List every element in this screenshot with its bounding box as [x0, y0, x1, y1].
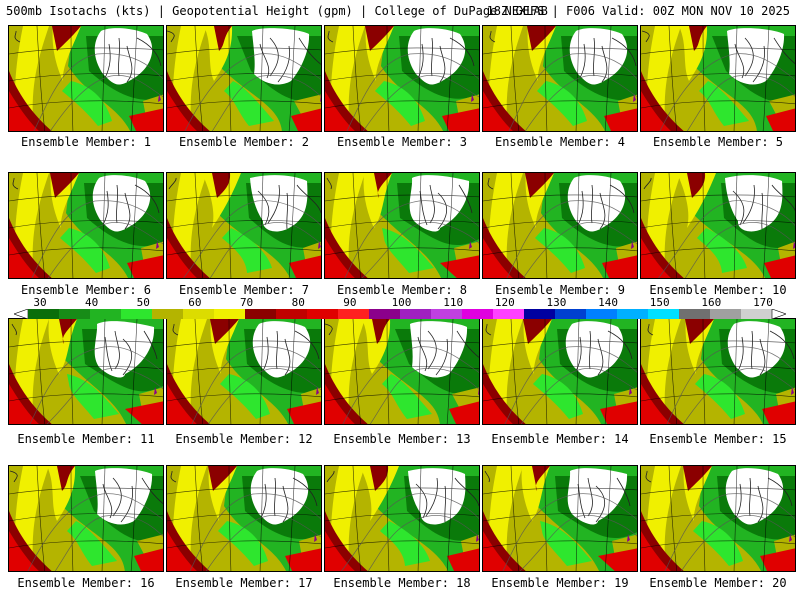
ensemble-member-map — [324, 172, 480, 279]
colorbar-swatch — [90, 309, 122, 319]
ensemble-member-label: Ensemble Member: 13 — [333, 432, 471, 446]
colorbar-swatch — [710, 309, 742, 319]
colorbar-swatch — [245, 309, 277, 319]
ensemble-member-map — [166, 172, 322, 279]
ensemble-member-label: Ensemble Member: 1 — [20, 135, 152, 149]
colorbar-swatch — [617, 309, 649, 319]
colorbar-swatch — [369, 309, 401, 319]
ensemble-member-label: Ensemble Member: 10 — [649, 283, 787, 297]
colorbar-tick-label: 110 — [443, 296, 464, 309]
colorbar-swatch — [741, 309, 773, 319]
colorbar-swatch — [493, 309, 525, 319]
ensemble-member-label: Ensemble Member: 9 — [494, 283, 626, 297]
ensemble-member-label: Ensemble Member: 8 — [336, 283, 468, 297]
ensemble-member-label: Ensemble Member: 14 — [491, 432, 629, 446]
colorbar-swatch — [307, 309, 339, 319]
ensemble-member-map — [324, 25, 480, 132]
wind-speed-colorbar — [14, 309, 786, 319]
ensemble-member-label: Ensemble Member: 16 — [17, 576, 155, 590]
colorbar-tick-label: 160 — [701, 296, 722, 309]
ensemble-member-map — [8, 318, 164, 425]
ensemble-member-map — [8, 465, 164, 572]
colorbar-labels: 30 40 50 60 70 80 90 100 110 120 130 140 150 160 170 — [0, 297, 800, 309]
ensemble-member-map — [640, 318, 796, 425]
colorbar-swatch — [338, 309, 370, 319]
colorbar-tick-label: 80 — [291, 296, 305, 309]
ensemble-member-label: Ensemble Member: 6 — [20, 283, 152, 297]
colorbar-tick-label: 140 — [598, 296, 618, 309]
colorbar-swatch — [183, 309, 215, 319]
ensemble-member-map — [640, 172, 796, 279]
ensemble-member-map — [640, 25, 796, 132]
header-valid-time: 18Z GEFS | F006 Valid: 00Z MON NOV 10 20… — [486, 4, 790, 18]
colorbar-swatch — [276, 309, 308, 319]
ensemble-member-label: Ensemble Member: 2 — [178, 135, 310, 149]
ensemble-member-map — [324, 318, 480, 425]
ensemble-member-map — [482, 318, 638, 425]
ensemble-member-map — [324, 465, 480, 572]
ensemble-member-map — [482, 172, 638, 279]
ensemble-member-label: Ensemble Member: 17 — [175, 576, 313, 590]
colorbar-swatch — [679, 309, 711, 319]
colorbar-swatch — [462, 309, 494, 319]
colorbar-tick-label: 50 — [136, 296, 150, 309]
colorbar-swatch — [59, 309, 91, 319]
ensemble-member-map — [166, 318, 322, 425]
ensemble-member-map — [8, 172, 164, 279]
colorbar-swatch — [28, 309, 60, 319]
colorbar-tick-label: 30 — [33, 296, 47, 309]
ensemble-member-map — [166, 465, 322, 572]
ensemble-member-label: Ensemble Member: 7 — [178, 283, 310, 297]
ensemble-member-map — [640, 465, 796, 572]
colorbar-swatch — [555, 309, 587, 319]
colorbar-swatch — [214, 309, 246, 319]
colorbar-right-arrow — [771, 309, 786, 319]
colorbar-swatch — [152, 309, 184, 319]
ensemble-member-map — [8, 25, 164, 132]
colorbar-tick-label: 90 — [343, 296, 357, 309]
colorbar-tick-label: 150 — [649, 296, 670, 309]
colorbar-swatch — [524, 309, 556, 319]
ensemble-member-map — [166, 25, 322, 132]
map-header: 500mb Isotachs (kts) | Geopotential Heig… — [0, 0, 800, 22]
ensemble-member-label: Ensemble Member: 11 — [17, 432, 155, 446]
ensemble-member-label: Ensemble Member: 18 — [333, 576, 471, 590]
colorbar-swatch — [586, 309, 618, 319]
colorbar-swatch — [400, 309, 432, 319]
ensemble-member-label: Ensemble Member: 19 — [491, 576, 629, 590]
colorbar-swatch — [121, 309, 153, 319]
ensemble-member-label: Ensemble Member: 15 — [649, 432, 787, 446]
colorbar-tick-label: 40 — [85, 296, 99, 309]
colorbar-left-arrow — [14, 309, 29, 319]
colorbar-tick-label: 100 — [391, 296, 412, 309]
colorbar-tick-label: 170 — [753, 296, 773, 309]
colorbar-swatch — [431, 309, 463, 319]
colorbar-tick-label: 70 — [239, 296, 254, 309]
colorbar-tick-label: 60 — [188, 296, 202, 309]
header-title: 500mb Isotachs (kts) | Geopotential Heig… — [6, 4, 548, 18]
ensemble-member-label: Ensemble Member: 5 — [652, 135, 784, 149]
ensemble-member-map — [482, 465, 638, 572]
ensemble-member-label: Ensemble Member: 3 — [336, 135, 468, 149]
colorbar-tick-label: 120 — [494, 296, 515, 309]
ensemble-member-map — [482, 25, 638, 132]
ensemble-member-label: Ensemble Member: 4 — [494, 135, 626, 149]
colorbar-tick-label: 130 — [546, 296, 567, 309]
colorbar-swatch — [648, 309, 680, 319]
ensemble-member-label: Ensemble Member: 20 — [649, 576, 787, 590]
ensemble-member-label: Ensemble Member: 12 — [175, 432, 313, 446]
